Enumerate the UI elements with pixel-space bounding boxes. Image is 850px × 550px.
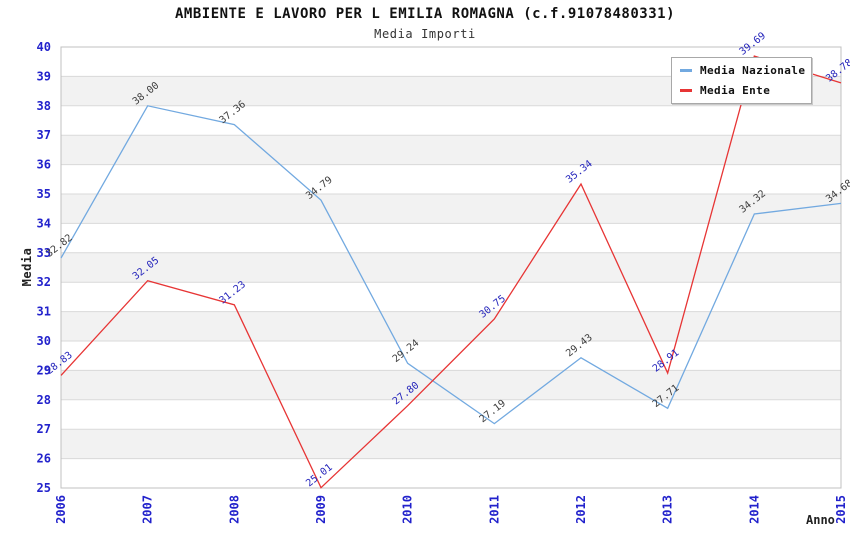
x-tick-label: 2009 xyxy=(314,495,328,524)
plot-band xyxy=(61,135,841,165)
y-tick-label: 32 xyxy=(37,275,51,289)
chart-legend: Media Nazionale Media Ente xyxy=(671,57,812,104)
x-tick-label: 2007 xyxy=(141,495,155,524)
value-label: 27.19 xyxy=(478,398,508,425)
x-tick-label: 2010 xyxy=(401,495,415,524)
x-tick-label: 2013 xyxy=(661,495,675,524)
legend-label-media-ente: Media Ente xyxy=(700,84,771,97)
chart-subtitle: Media Importi xyxy=(374,27,476,41)
legend-label-media-nazionale: Media Nazionale xyxy=(700,64,806,77)
y-tick-label: 30 xyxy=(37,334,51,348)
legend-line-swatch-red xyxy=(680,89,692,92)
x-tick-label: 2006 xyxy=(54,495,68,524)
y-tick-label: 34 xyxy=(37,216,51,230)
y-tick-label: 29 xyxy=(37,363,51,377)
x-tick-label: 2015 xyxy=(834,495,848,524)
y-tick-label: 28 xyxy=(37,393,51,407)
value-label: 31.23 xyxy=(218,279,248,306)
y-tick-label: 26 xyxy=(37,452,51,466)
series-line-media-ente xyxy=(60,55,842,489)
plot-band xyxy=(61,429,841,459)
chart-title: AMBIENTE E LAVORO PER L EMILIA ROMAGNA (… xyxy=(174,6,675,22)
y-tick-label: 36 xyxy=(37,158,51,172)
plot-border xyxy=(60,46,842,489)
legend-item-media-nazionale: Media Nazionale xyxy=(680,63,806,78)
series-line-media-nazionale xyxy=(60,105,842,425)
y-tick-label: 31 xyxy=(37,305,51,319)
y-tick-label: 27 xyxy=(37,422,51,436)
plot-band xyxy=(61,311,841,341)
x-axis-title: Anno xyxy=(806,513,835,527)
y-tick-label: 35 xyxy=(37,187,51,201)
legend-item-media-ente: Media Ente xyxy=(680,83,803,98)
value-label: 39.69 xyxy=(738,31,768,58)
y-tick-label: 25 xyxy=(37,481,51,495)
plot-band xyxy=(61,252,841,283)
y-tick-label: 37 xyxy=(37,128,51,142)
y-tick-label: 40 xyxy=(37,40,51,54)
plot-band xyxy=(61,194,841,224)
x-tick-label: 2011 xyxy=(487,495,501,524)
plot-band xyxy=(61,370,841,400)
x-tick-label: 2008 xyxy=(227,495,241,524)
x-tick-label: 2014 xyxy=(747,495,761,524)
y-tick-label: 33 xyxy=(37,246,51,260)
y-axis-title: Media xyxy=(20,247,34,287)
x-tick-label: 2012 xyxy=(574,495,588,524)
legend-line-swatch-blue xyxy=(680,69,692,72)
y-tick-label: 39 xyxy=(37,69,51,83)
y-tick-label: 38 xyxy=(37,99,51,113)
